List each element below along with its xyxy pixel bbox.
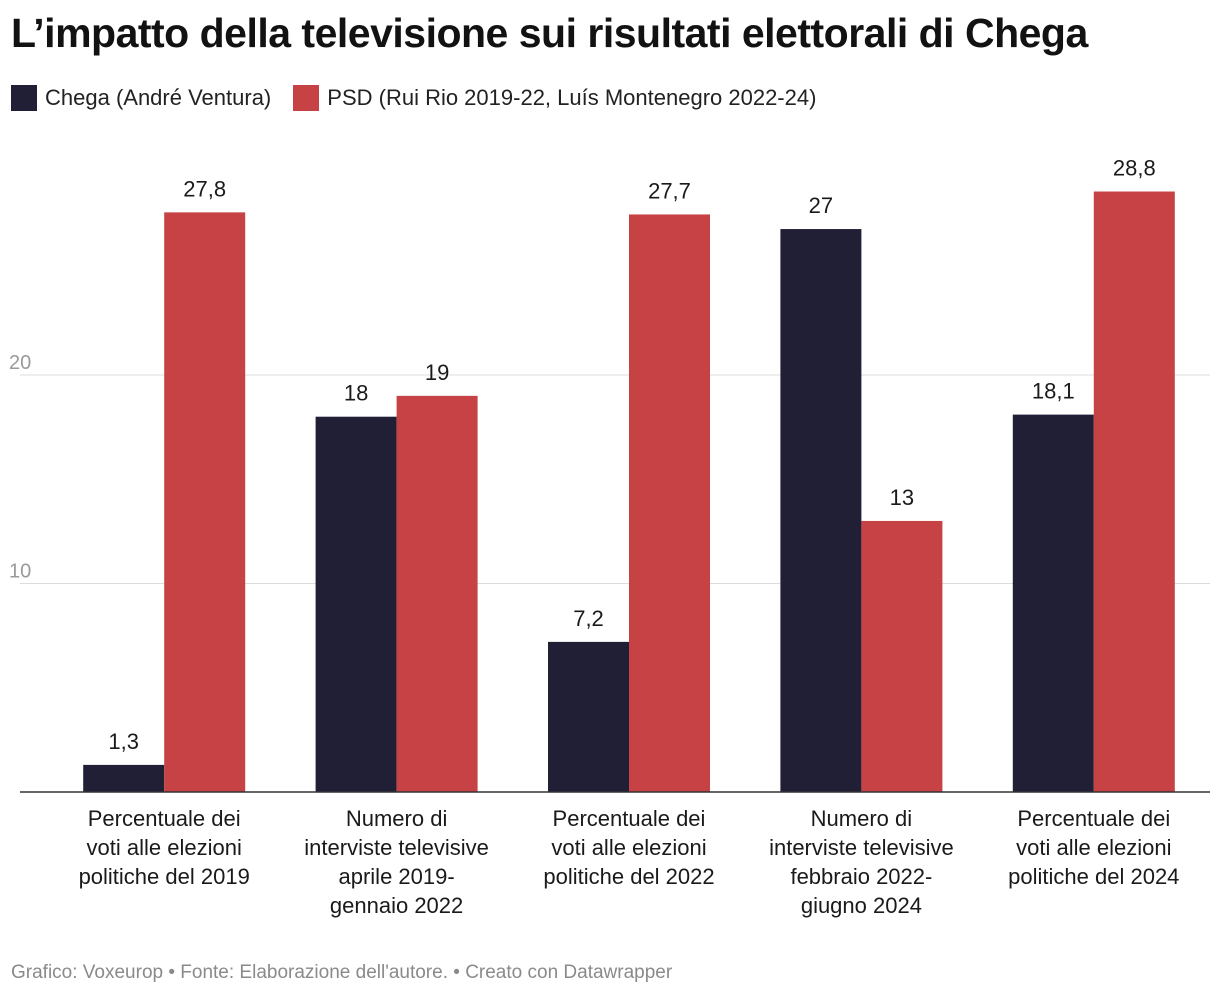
x-category-label-line: gennaio 2022 (330, 893, 463, 918)
data-label-chega-4: 18,1 (1032, 379, 1075, 404)
bar-psd-0 (164, 212, 246, 792)
bar-chega-4 (1012, 414, 1094, 792)
bar-chega-1 (315, 416, 397, 792)
legend-label-chega: Chega (André Ventura) (45, 85, 272, 110)
x-category-label-4: Percentuale dei voti alle elezioni politic… (1008, 806, 1179, 889)
bar-chega-0 (83, 764, 165, 792)
x-category-label-line: aprile 2019- (339, 864, 455, 889)
data-label-chega-0: 1,3 (108, 729, 139, 754)
data-label-chega-3: 27 (809, 193, 833, 218)
bar-chega-2 (548, 641, 629, 792)
x-category-label-line: politiche del 2024 (1008, 864, 1179, 889)
bar-psd-3 (861, 520, 943, 792)
data-label-psd-0: 27,8 (183, 176, 226, 201)
x-category-label-line: Percentuale dei (1017, 806, 1170, 831)
x-category-label-line: Numero di (346, 806, 447, 831)
chart-footer: Grafico: Voxeurop • Fonte: Elaborazione … (11, 962, 673, 983)
y-tick-label-10: 10 (9, 561, 31, 583)
data-label-psd-1: 19 (425, 360, 449, 385)
chart-title: L’impatto della televisione sui risultat… (11, 10, 1088, 56)
bar-chega-3 (780, 229, 862, 793)
bar-psd-1 (396, 395, 478, 792)
bar-psd-2 (629, 214, 710, 792)
data-label-chega-1: 18 (344, 381, 368, 406)
legend-label-psd: PSD (Rui Rio 2019-22, Luís Montenegro 20… (327, 85, 817, 110)
data-label-psd-4: 28,8 (1113, 156, 1156, 181)
x-category-label-line: politiche del 2019 (79, 864, 250, 889)
x-category-label-line: politiche del 2022 (543, 864, 714, 889)
x-category-label-3: Numero di interviste televisive febbraio 2… (769, 806, 954, 918)
legend-item-psd: PSD (Rui Rio 2019-22, Luís Montenegro 20… (293, 85, 816, 111)
data-label-psd-3: 13 (890, 485, 914, 510)
x-category-label-line: Percentuale dei (88, 806, 241, 831)
data-label-chega-2: 7,2 (573, 606, 604, 631)
x-category-label-line: Numero di (811, 806, 912, 831)
x-category-label-line: Percentuale dei (553, 806, 706, 831)
y-tick-label-20: 20 (9, 352, 31, 374)
legend-swatch-chega (11, 85, 37, 111)
x-category-label-line: voti alle elezioni (1016, 835, 1171, 860)
legend: Chega (André Ventura) PSD (Rui Rio 2019-… (11, 85, 838, 111)
x-category-label-line: febbraio 2022- (790, 864, 932, 889)
x-category-label-0: Percentuale dei voti alle elezioni politic… (79, 806, 250, 889)
x-category-label-line: giugno 2024 (801, 893, 922, 918)
legend-item-chega: Chega (André Ventura) (11, 85, 271, 111)
legend-swatch-psd (293, 85, 320, 111)
x-category-label-2: Percentuale dei voti alle elezioni politic… (543, 806, 714, 889)
x-category-label-line: interviste televisive (769, 835, 954, 860)
data-label-psd-2: 27,7 (648, 178, 691, 203)
x-category-label-line: interviste televisive (304, 835, 489, 860)
x-category-label-line: voti alle elezioni (551, 835, 706, 860)
x-category-label-1: Numero di interviste televisive aprile 201… (304, 806, 489, 918)
x-category-label-line: voti alle elezioni (87, 835, 242, 860)
bar-psd-4 (1093, 191, 1175, 792)
